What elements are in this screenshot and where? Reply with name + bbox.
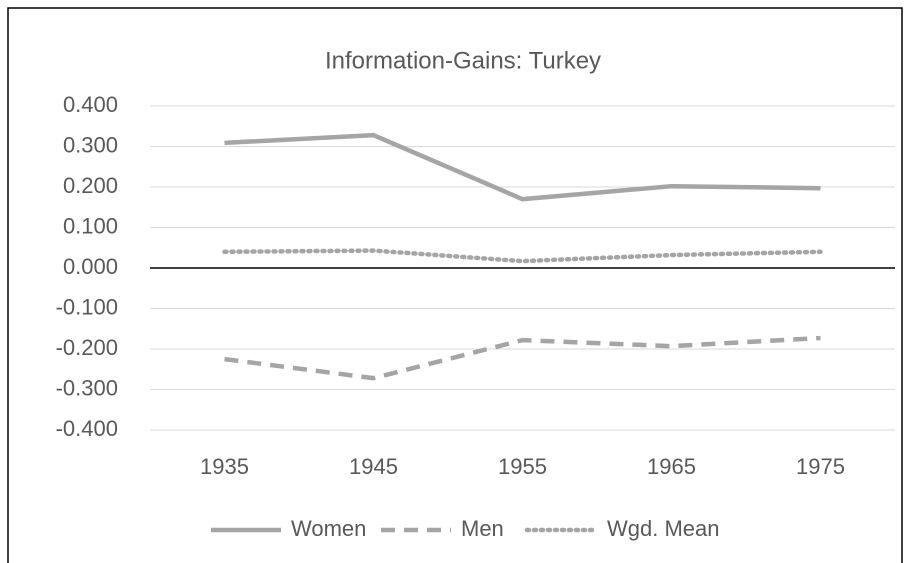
y-tick-label: -0.100 <box>56 294 118 319</box>
chart-border <box>7 7 903 563</box>
series-line <box>224 132 821 202</box>
x-tick-label: 1955 <box>498 454 547 479</box>
legend-label: Men <box>461 516 504 541</box>
x-tick-label: 1935 <box>200 454 249 479</box>
legend-label: Wgd. Mean <box>607 516 720 541</box>
y-tick-label: 0.000 <box>63 254 118 279</box>
y-tick-label: 0.100 <box>63 213 118 238</box>
y-tick-label: -0.300 <box>56 375 118 400</box>
chart-title: Information-Gains: Turkey <box>325 47 601 74</box>
y-tick-label: 0.200 <box>63 173 118 198</box>
y-tick-label: -0.400 <box>56 416 118 441</box>
y-tick-label: -0.200 <box>56 335 118 360</box>
series-line <box>224 335 821 381</box>
x-tick-label: 1965 <box>647 454 696 479</box>
y-tick-label: 0.400 <box>63 92 118 117</box>
x-tick-label: 1975 <box>796 454 845 479</box>
y-tick-label: 0.300 <box>63 132 118 157</box>
series-line <box>222 248 823 264</box>
x-tick-label: 1945 <box>349 454 398 479</box>
legend-label: Women <box>291 516 366 541</box>
